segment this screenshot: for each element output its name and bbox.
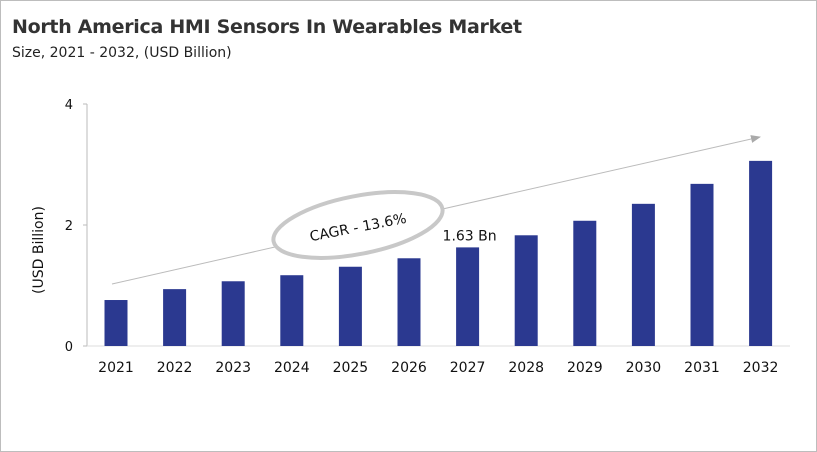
bar-2032 [749, 160, 773, 346]
bar-2031 [690, 183, 714, 346]
x-tick-label: 2028 [508, 360, 544, 376]
x-tick-label: 2023 [215, 360, 251, 376]
x-tick-label: 2025 [333, 360, 369, 376]
cagr-ellipse [271, 190, 445, 260]
y-tick-label: 4 [65, 98, 73, 113]
x-tick-label: 2024 [274, 360, 310, 376]
bar-2030 [631, 203, 655, 346]
y-axis-label: (USD Billion) [31, 206, 47, 294]
bar-2023 [221, 281, 245, 346]
data-label-2027: 1.63 Bn [443, 228, 497, 244]
bar-2028 [514, 235, 538, 346]
x-tick-label: 2030 [626, 360, 662, 376]
x-tick-label: 2032 [743, 360, 779, 376]
chart-subtitle: Size, 2021 - 2032, (USD Billion) [12, 45, 232, 61]
x-tick-label: 2031 [684, 360, 720, 376]
chart-title: North America HMI Sensors In Wearables M… [12, 16, 522, 38]
bar-2026 [397, 258, 421, 346]
bar-2021 [104, 300, 128, 346]
bar-2024 [280, 275, 304, 346]
x-tick-label: 2021 [98, 360, 134, 376]
y-tick-label: 2 [65, 219, 73, 234]
bar-2029 [573, 220, 597, 346]
x-tick-label: 2027 [450, 360, 486, 376]
bar-2025 [338, 266, 362, 346]
x-tick-label: 2026 [391, 360, 427, 376]
bar-2022 [163, 289, 187, 346]
x-tick-label: 2029 [567, 360, 603, 376]
x-tick-label: 2022 [157, 360, 193, 376]
bar-2027 [456, 247, 480, 346]
y-tick-label: 0 [65, 340, 73, 355]
